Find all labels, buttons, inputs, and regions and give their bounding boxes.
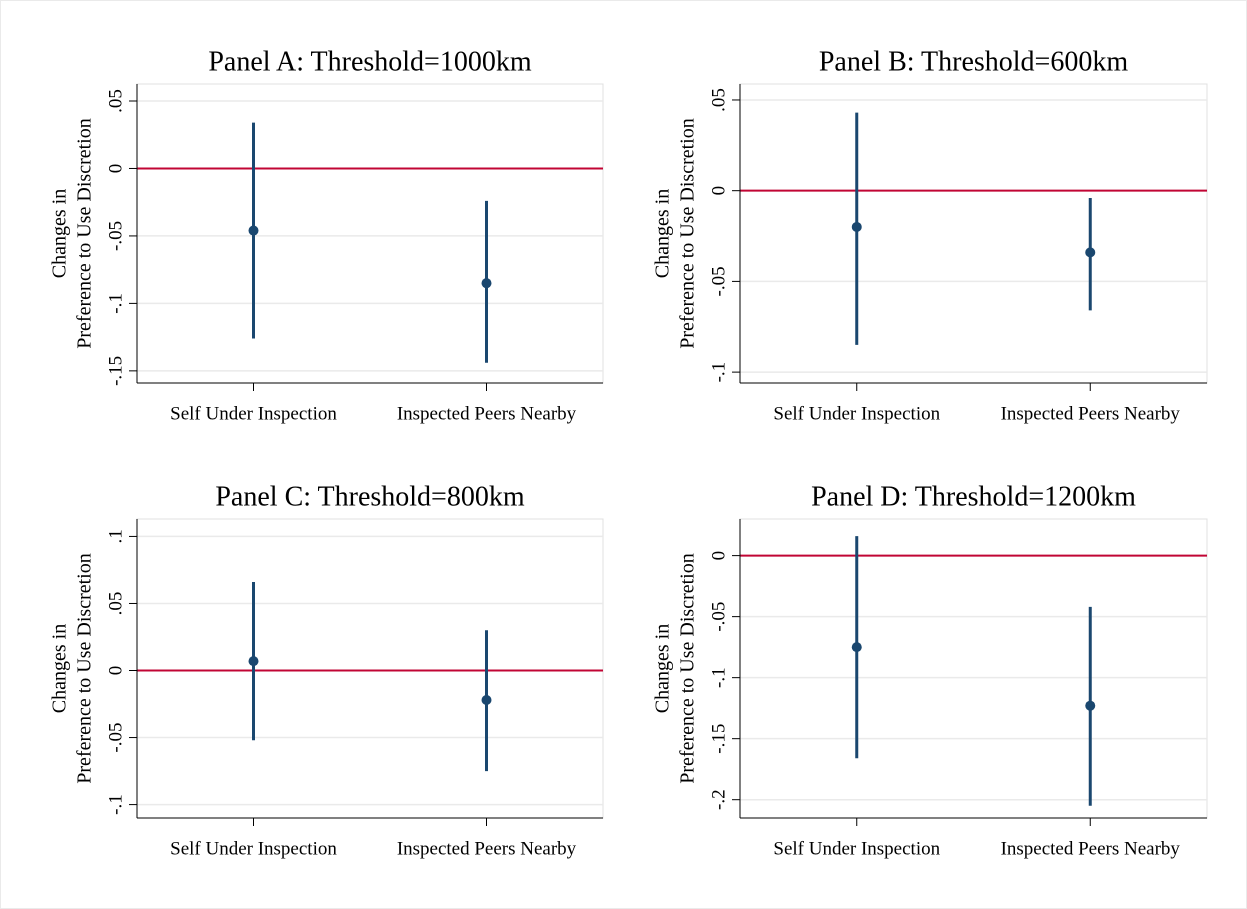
x-tick-label: Self Under Inspection	[170, 838, 337, 859]
panel: Panel B: Threshold=600km Changes in Prefer…	[652, 46, 1208, 424]
y-axis-label: Changes in	[652, 624, 674, 713]
panel-title: Panel C: Threshold=800km	[215, 481, 524, 512]
y-tick-label: -.15	[708, 724, 729, 754]
plot-area	[136, 518, 604, 819]
panel: Panel C: Threshold=800km Changes in Prefer…	[49, 481, 604, 859]
y-axis-label: Changes in	[652, 189, 674, 278]
x-tick-label: Self Under Inspection	[170, 403, 337, 424]
plot-area	[739, 518, 1208, 819]
y-tick-label: -.05	[105, 723, 126, 753]
y-tick-label: -.1	[708, 362, 729, 383]
y-tick-label: -.05	[708, 602, 729, 632]
y-tick-label: -.2	[708, 789, 729, 810]
y-axis-label: Preference to Use Discretion	[74, 553, 96, 783]
y-tick-label: -.05	[708, 266, 729, 296]
y-tick-label: 0	[708, 186, 729, 196]
y-tick-label: .05	[105, 592, 126, 616]
y-axis-label: Preference to Use Discretion	[74, 118, 96, 348]
x-tick-label: Inspected Peers Nearby	[397, 403, 577, 424]
y-tick-label: 0	[708, 551, 729, 561]
point-estimate	[481, 695, 492, 706]
panel-title: Panel D: Threshold=1200km	[811, 481, 1136, 512]
y-tick-label: .05	[708, 88, 729, 112]
y-tick-label: .05	[105, 89, 126, 113]
point-estimate	[481, 278, 492, 289]
point-estimate	[851, 642, 862, 653]
y-tick-label: 0	[105, 164, 126, 174]
panel-title: Panel B: Threshold=600km	[819, 46, 1128, 77]
x-tick-label: Inspected Peers Nearby	[397, 838, 577, 859]
y-tick-label: -.1	[105, 794, 126, 815]
x-tick-label: Inspected Peers Nearby	[1001, 838, 1181, 859]
y-tick-label: -.1	[708, 667, 729, 688]
point-estimate	[248, 656, 259, 667]
y-axis-label: Preference to Use Discretion	[677, 553, 699, 783]
panel-title: Panel A: Threshold=1000km	[208, 46, 531, 77]
panel: Panel D: Threshold=1200km Changes in Prefe…	[652, 481, 1208, 859]
point-estimate	[1085, 700, 1096, 711]
y-tick-label: -.05	[105, 221, 126, 251]
y-axis-label: Changes in	[49, 624, 71, 713]
point-estimate	[1085, 247, 1096, 258]
plot-area	[739, 83, 1208, 384]
point-estimate	[248, 225, 259, 236]
x-tick-label: Inspected Peers Nearby	[1001, 403, 1181, 424]
y-tick-label: -.15	[105, 356, 126, 386]
y-axis-label: Preference to Use Discretion	[677, 118, 699, 348]
y-tick-label: -.1	[105, 293, 126, 314]
point-estimate	[851, 221, 862, 232]
y-tick-label: 0	[105, 666, 126, 676]
y-axis-label: Changes in	[49, 189, 71, 278]
plot-area	[136, 83, 604, 384]
panel: Panel A: Threshold=1000km Changes in Prefe…	[49, 46, 604, 424]
x-tick-label: Self Under Inspection	[773, 838, 940, 859]
x-tick-label: Self Under Inspection	[773, 403, 940, 424]
y-tick-label: .1	[105, 529, 126, 543]
